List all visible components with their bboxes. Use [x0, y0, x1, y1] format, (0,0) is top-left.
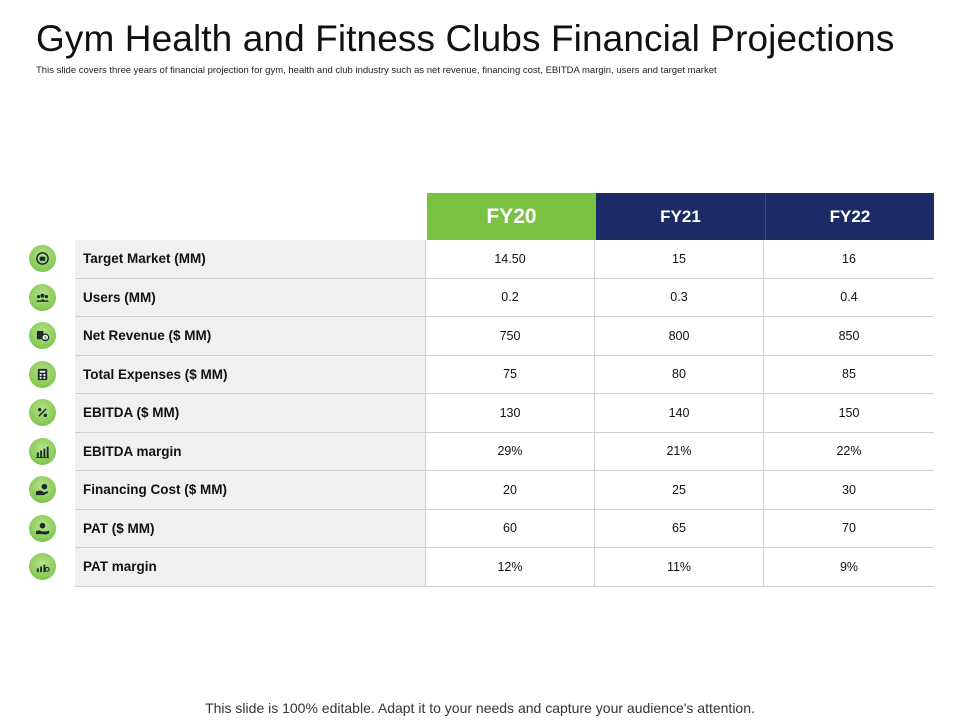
cell-fy20: 29%	[426, 432, 595, 470]
cell-fy21: 80	[595, 355, 764, 393]
cell-fy20: 14.50	[426, 240, 595, 278]
cell-fy21: 15	[595, 240, 764, 278]
cell-fy20: 75	[426, 355, 595, 393]
cell-fy22: 9%	[839, 559, 859, 574]
table-row: EBITDA ($ MM) 130 140 150	[75, 394, 934, 433]
users-icon	[29, 283, 56, 311]
row-label: Net Revenue ($ MM)	[75, 317, 426, 355]
cell-fy20: 0.2	[426, 278, 595, 316]
cell-fy22: 150	[838, 405, 860, 420]
expenses-icon	[29, 360, 56, 388]
row-label: PAT ($ MM)	[75, 509, 426, 547]
row-label: Users (MM)	[75, 278, 426, 316]
cell-fy20: 130	[426, 394, 595, 432]
chart-growth-icon	[29, 553, 56, 580]
cell-fy22: 70	[842, 521, 856, 536]
column-header-fy21: FY21	[596, 193, 765, 240]
row-label: Target Market (MM)	[75, 240, 426, 278]
row-label: EBITDA margin	[75, 432, 426, 470]
column-header-fy20: FY20	[427, 193, 596, 240]
table-row: Net Revenue ($ MM) 750 800 850	[75, 317, 934, 356]
row-label: EBITDA ($ MM)	[75, 394, 426, 432]
row-label: Financing Cost ($ MM)	[75, 471, 426, 509]
table-row: Total Expenses ($ MM) 75 80 85	[75, 355, 934, 394]
cell-fy21: 140	[595, 394, 764, 432]
cell-fy22: 22%	[836, 444, 862, 459]
svg-text:$: $	[44, 335, 47, 340]
cell-fy20: 20	[426, 471, 595, 509]
column-header-fy22: FY22	[765, 193, 934, 240]
cell-fy21: 800	[595, 317, 764, 355]
cell-fy22: 0.4	[840, 290, 858, 305]
hand-money-icon	[29, 476, 56, 503]
table-row: Target Market (MM) 14.50 15 16	[75, 240, 934, 279]
table-row: Users (MM) 0.2 0.3 0.4	[75, 278, 934, 317]
target-market-icon	[29, 245, 56, 272]
cell-fy21: 25	[595, 471, 764, 509]
table-row: PAT margin 12% 11% 9%	[75, 548, 934, 587]
cell-fy20: 750	[426, 317, 595, 355]
cell-fy22: 16	[842, 251, 856, 266]
footer-note: This slide is 100% editable. Adapt it to…	[205, 700, 755, 716]
cell-fy22: 85	[842, 367, 856, 382]
row-label: Total Expenses ($ MM)	[75, 355, 426, 393]
page-subtitle: This slide covers three years of financi…	[36, 65, 717, 76]
page-title: Gym Health and Fitness Clubs Financial P…	[36, 18, 895, 59]
row-label: PAT margin	[75, 548, 426, 586]
revenue-icon: $	[29, 322, 56, 349]
table-row: Financing Cost ($ MM) 20 25 30	[75, 471, 934, 510]
bar-chart-icon	[29, 437, 56, 465]
cell-fy21: 0.3	[595, 278, 764, 316]
cell-fy21: 65	[595, 509, 764, 547]
cell-fy21: 11%	[595, 548, 764, 586]
percent-icon	[29, 399, 56, 426]
hand-coin-icon	[29, 514, 56, 542]
cell-fy21: 21%	[595, 432, 764, 470]
cell-fy22: 30	[842, 482, 856, 497]
table-row: EBITDA margin 29% 21% 22%	[75, 432, 934, 471]
cell-fy20: 12%	[426, 548, 595, 586]
cell-fy22: 850	[838, 328, 860, 343]
cell-fy20: 60	[426, 509, 595, 547]
table-row: PAT ($ MM) 60 65 70	[75, 509, 934, 548]
